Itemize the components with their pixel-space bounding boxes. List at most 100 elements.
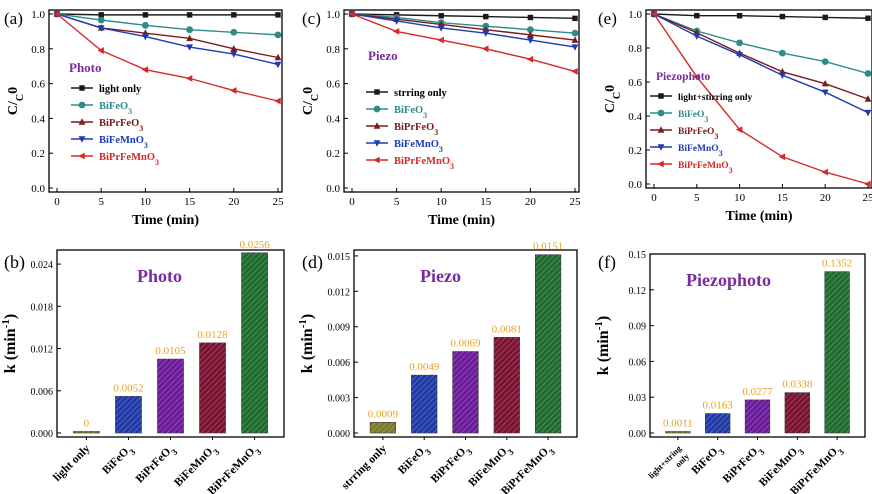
plot-frame [645,9,872,189]
data-point [735,126,743,133]
series-line [56,13,279,102]
y-tick-label: 0.2 [326,148,340,160]
y-tick-label: 0.4 [31,113,45,125]
y-tick-label: 0.03 [629,393,647,404]
inset-label: Piezo [368,48,398,63]
x-category-label: BiFeO3 [100,442,137,479]
data-point [392,28,400,35]
data-point [527,26,534,34]
data-point [526,55,534,63]
data-point [657,109,665,117]
data-point [571,36,579,43]
x-category-label: strring only [340,442,390,492]
x-tick-label: 20 [820,192,832,204]
x-tick-label: 25 [570,196,582,208]
inset-label: Piezo [420,266,461,286]
bar-hatch [784,392,810,433]
bar-value-label: 0.0052 [113,382,143,394]
data-point [78,136,86,143]
series-line [653,13,869,19]
plot-frame [48,9,283,193]
series-line [351,13,576,20]
data-point [231,12,237,18]
y-tick-label: 0.003 [328,394,351,405]
panel-letter: (d) [302,252,323,273]
data-point [97,16,105,24]
data-point [736,12,743,19]
series-line [56,13,279,66]
y-tick-label: 0.006 [31,387,54,398]
data-series [348,10,579,43]
bar-hatch [241,252,268,433]
y-axis-title: k (min-1) [0,314,19,373]
bar-hatch [370,422,396,433]
x-tick-label: 15 [777,192,789,204]
data-point [373,140,381,147]
bar-value-label: 0.0011 [663,418,693,430]
bar-value-label: 0.0151 [533,241,563,253]
bar-value-label: 0.0128 [197,329,228,341]
legend-label: BiFeO3 [678,110,708,124]
y-tick-label: 1.0 [31,9,45,21]
data-point [142,12,149,18]
y-tick-label: 0.0 [628,179,642,191]
bar-hatch [745,399,770,433]
y-tick-label: 0.012 [31,345,54,356]
x-tick-label: 10 [140,196,152,208]
y-tick-label: 0.6 [31,79,45,91]
x-axis-title: Time (min) [725,209,792,224]
bar-value-label: 0.1352 [822,258,852,270]
data-point [736,52,743,59]
data-point [53,10,60,18]
data-point [864,70,872,77]
data-point [438,13,444,19]
x-category-label: light+stringonly [646,443,692,489]
bar-value-label: 0.0081 [492,323,522,335]
x-tick-label: 20 [525,196,537,208]
data-point [693,73,700,81]
series-line [56,13,279,36]
y-tick-label: 0.00 [629,429,647,440]
data-point [141,66,149,74]
bar-hatch [411,375,438,433]
data-point [657,126,665,133]
bar-hatch [665,431,691,433]
y-axis-title: C/C0 [301,87,321,115]
data-point [373,105,381,113]
legend-label: BiPrFeMnO3 [678,161,733,175]
x-tick-label: 0 [54,196,60,208]
legend-label: BiFeO3 [99,101,132,116]
bar-hatch [824,271,850,433]
bar-value-label: 0.0049 [409,361,440,373]
x-tick-label: 0 [651,192,657,204]
legend-label: BiFeO3 [394,105,427,120]
data-point [142,33,149,41]
data-series [650,10,871,188]
bar-value-label: 0.0256 [239,239,270,251]
panel-letter: (b) [4,252,25,273]
data-point [821,58,829,65]
inset-label: Photo [137,266,182,286]
y-tick-label: 0.2 [31,148,45,160]
data-point [274,31,282,39]
x-tick-label: 10 [734,192,746,204]
y-tick-label: 0.4 [628,111,642,123]
panel-d-bar-chart: (d) 0.000 0.003 0.006 0.009 0.012 0.015 k (min-… [297,241,578,494]
bar-hatch [705,413,731,433]
y-tick-label: 0.4 [326,113,340,125]
y-axis-title: k (min-1) [593,316,612,375]
y-tick-label: 0.06 [629,357,647,368]
data-point [348,10,355,18]
data-point [230,51,238,58]
bar-hatch [157,359,184,433]
y-tick-label: 0.6 [326,79,340,91]
bar-value-label: 0.0105 [155,345,186,357]
legend-label: BiFeMnO3 [678,144,723,158]
data-point [779,72,786,79]
data-point [864,109,872,117]
panel-letter: (e) [598,9,617,28]
series-line [351,13,576,41]
panel-e-line-chart: (e) 0 5 10 15 20 25 0.0 0.2 0.4 0.6 0.8 1.0 Time (min… [598,9,872,224]
data-point [657,160,664,168]
y-tick-label: 0.024 [31,260,54,271]
